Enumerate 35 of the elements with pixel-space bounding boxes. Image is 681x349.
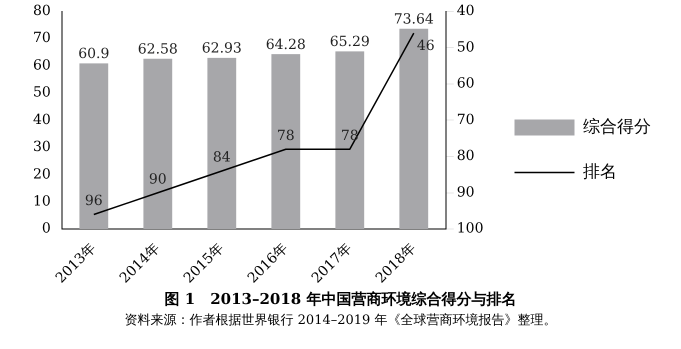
bar	[207, 58, 236, 230]
y-tick-label: 80	[32, 3, 51, 20]
y-tick-label: 50	[32, 84, 51, 101]
bar	[271, 54, 300, 230]
text: 图 1 2013–2018 年中国营商环境综合得分与排名	[164, 290, 518, 309]
bar	[143, 58, 172, 230]
data-label: 64.28	[266, 36, 306, 53]
data-label: 78	[276, 128, 295, 144]
y-tick-label: 60	[32, 57, 51, 74]
y-tick-label: 40	[32, 112, 51, 128]
data-label: 96	[84, 193, 103, 210]
data-label: 62.58	[138, 41, 178, 58]
y2-tick-label: 60	[456, 76, 475, 92]
data-label: 62.93	[202, 40, 242, 56]
legend-label: 排名	[583, 162, 617, 182]
y2-tick-label: 90	[456, 184, 475, 200]
y2-tick-label: 70	[456, 112, 475, 128]
legend-label: 综合得分	[583, 116, 651, 137]
y2-tick-label: 40	[456, 3, 475, 20]
bar	[335, 51, 364, 230]
y-tick-label: 20	[32, 166, 51, 182]
data-label: 84	[212, 150, 231, 166]
y-tick-label: 10	[32, 193, 51, 210]
y2-tick-label: 50	[456, 39, 475, 56]
y2-tick-label: 80	[456, 148, 475, 164]
y2-tick-label: 100	[456, 220, 484, 237]
data-label: 65.29	[330, 34, 370, 50]
y-tick-label: 30	[32, 139, 51, 156]
text: 资料来源：作者根据世界银行 2014–2019 年《全球营商环境报告》整理。	[124, 312, 558, 329]
data-label: 73.64	[394, 11, 434, 28]
bar	[79, 63, 108, 230]
y-tick-label: 0	[42, 220, 51, 237]
data-label: 90	[148, 171, 167, 188]
y-tick-label: 70	[32, 30, 51, 46]
data-label: 60.9	[78, 46, 110, 62]
